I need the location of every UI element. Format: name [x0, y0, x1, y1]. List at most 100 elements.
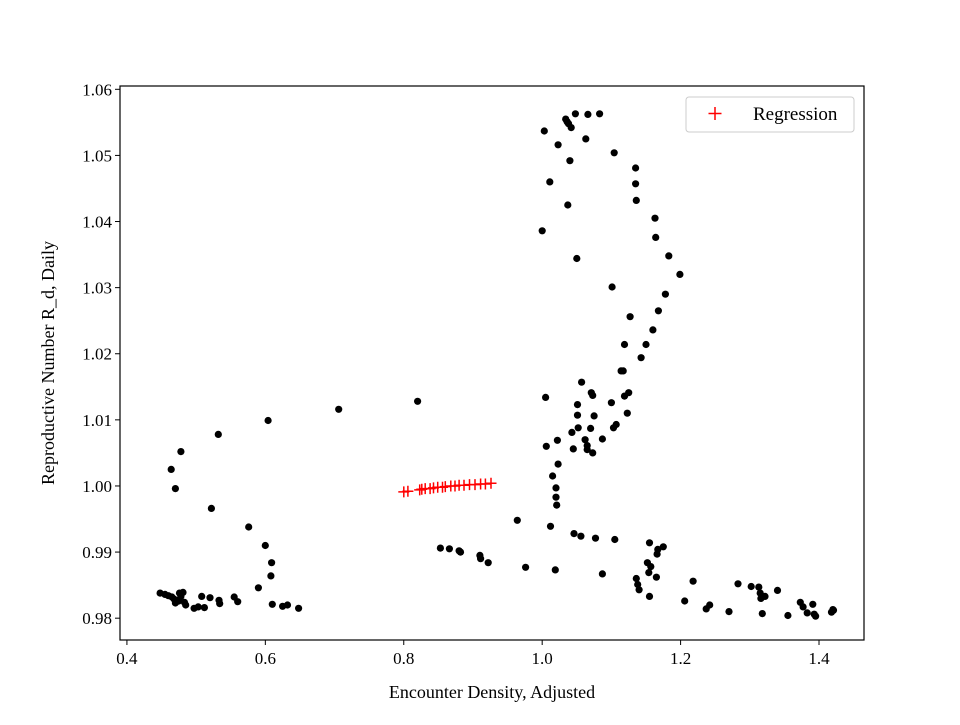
data-point [445, 545, 453, 553]
data-point [553, 436, 562, 444]
data-point [254, 584, 262, 592]
data-point [784, 611, 792, 620]
data-point [207, 504, 215, 512]
data-point [773, 586, 782, 595]
legend-regression-label: Regression [753, 104, 838, 125]
data-point [564, 201, 572, 209]
data-point [570, 530, 578, 538]
data-point [626, 313, 634, 321]
data-point [577, 532, 585, 540]
data-point [649, 326, 657, 334]
data-point [573, 254, 581, 263]
data-point [637, 354, 645, 362]
data-point [803, 609, 811, 617]
data-point [583, 446, 591, 454]
data-point [661, 290, 670, 298]
data-point [182, 601, 190, 609]
data-point [589, 391, 597, 399]
data-point [542, 442, 550, 450]
y-tick-label: 0.98 [82, 609, 112, 628]
data-point [295, 604, 303, 612]
data-point [587, 424, 595, 432]
plot-area-frame [119, 85, 865, 641]
data-point [335, 405, 343, 413]
data-point [574, 424, 582, 432]
data-point [590, 412, 598, 420]
data-point [566, 157, 574, 165]
y-tick-label: 1.00 [82, 477, 112, 496]
data-point [654, 545, 662, 554]
data-point [598, 435, 607, 443]
data-point [623, 409, 631, 417]
data-point [647, 563, 655, 571]
data-point [571, 110, 580, 118]
data-point [645, 592, 654, 601]
x-tick-label: 1.0 [532, 649, 553, 668]
data-point [234, 598, 242, 606]
data-point [689, 577, 697, 585]
x-tick-label: 0.4 [116, 649, 138, 668]
data-point [589, 449, 597, 457]
y-tick-label: 1.02 [82, 345, 112, 364]
x-tick-label: 0.6 [255, 649, 276, 668]
data-point [268, 600, 276, 608]
data-point [179, 588, 187, 597]
data-point [755, 583, 763, 591]
regression-point [402, 485, 414, 497]
data-point [551, 566, 559, 574]
legend-regression-marker [708, 107, 722, 120]
y-tick-label: 1.04 [82, 213, 112, 232]
data-point [538, 227, 546, 235]
data-point [584, 110, 592, 118]
data-point [676, 270, 684, 278]
data-point [549, 472, 557, 480]
data-point [812, 612, 820, 620]
data-point [200, 604, 208, 612]
y-tick-label: 1.01 [82, 411, 112, 430]
y-tick-label: 1.06 [82, 80, 112, 99]
x-axis-label: Encounter Density, Adjusted [389, 682, 595, 702]
legend-box [685, 96, 855, 133]
data-point [245, 523, 253, 531]
data-point [456, 548, 465, 556]
data-point [607, 399, 616, 407]
data-point [540, 127, 548, 135]
data-point [582, 135, 590, 143]
data-point [567, 124, 575, 132]
y-tick-label: 0.99 [82, 543, 112, 562]
data-point [632, 196, 640, 204]
y-axis-ticks: 0.98 0.99 1.00 1.01 1.02 1.03 1.04 1.05 1.06 [82, 80, 120, 628]
data-point [706, 601, 714, 609]
x-tick-label: 1.4 [808, 649, 830, 668]
data-point [659, 543, 667, 551]
data-point [625, 389, 633, 397]
data-point [809, 600, 817, 608]
data-points-layer [156, 110, 838, 620]
data-point [734, 580, 742, 588]
data-point [542, 393, 550, 401]
data-point [620, 340, 629, 349]
data-point [175, 597, 183, 605]
data-point [198, 592, 206, 601]
data-point [581, 436, 589, 444]
regression-point [485, 477, 497, 489]
data-point [554, 460, 562, 468]
data-point [414, 397, 422, 405]
data-point [283, 601, 292, 609]
data-point [611, 535, 619, 544]
data-point [261, 541, 269, 550]
data-point [552, 484, 560, 492]
data-point [652, 573, 661, 581]
data-point [264, 416, 272, 425]
data-point [654, 307, 663, 315]
data-point [436, 544, 444, 552]
data-point [568, 428, 576, 436]
data-point [829, 606, 838, 614]
data-point [552, 493, 560, 501]
x-axis-ticks: 0.4 0.6 0.8 1.0 1.2 1.4 [116, 640, 830, 668]
data-point [206, 594, 214, 602]
legend: Regression [685, 96, 855, 133]
data-point [573, 401, 582, 409]
